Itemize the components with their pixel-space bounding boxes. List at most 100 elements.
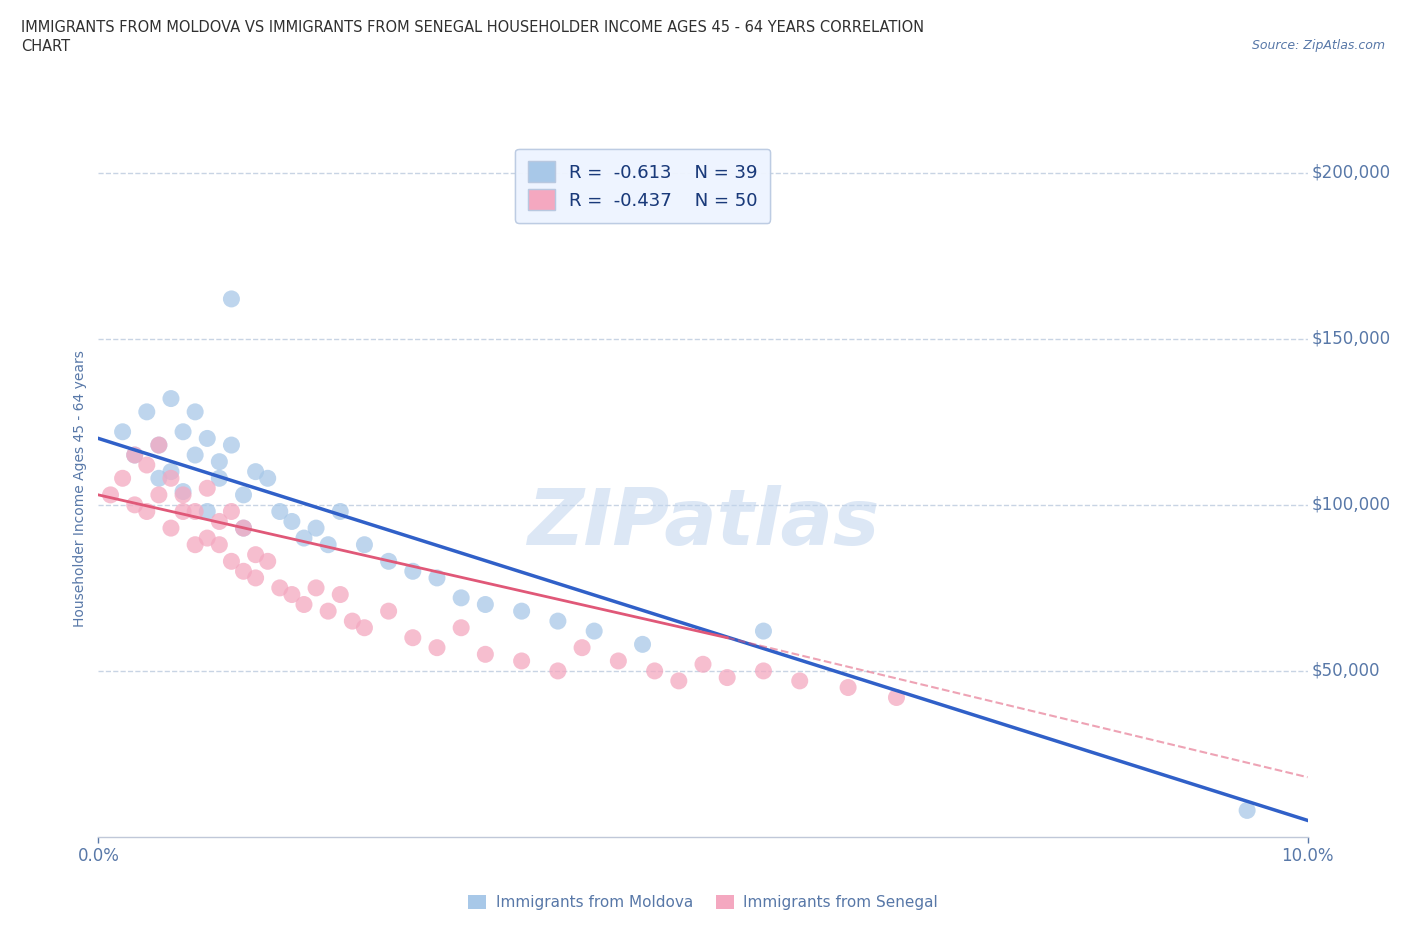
Point	[195, 504, 218, 519]
Point	[135, 504, 157, 519]
Point	[232, 521, 254, 536]
Point	[607, 654, 630, 669]
Point	[111, 424, 134, 439]
Point	[281, 514, 304, 529]
Text: $200,000: $200,000	[1312, 164, 1391, 181]
Point	[232, 487, 254, 502]
Point	[135, 458, 157, 472]
Point	[195, 431, 218, 445]
Point	[208, 471, 231, 485]
Point	[172, 485, 194, 499]
Point	[353, 620, 375, 635]
Point	[184, 538, 207, 552]
Point	[752, 663, 775, 678]
Point	[547, 614, 569, 629]
Point	[269, 504, 291, 519]
Point	[510, 604, 533, 618]
Point	[329, 587, 352, 602]
Point	[184, 504, 207, 519]
Point	[160, 521, 183, 536]
Point	[100, 487, 122, 502]
Y-axis label: Householder Income Ages 45 - 64 years: Householder Income Ages 45 - 64 years	[73, 350, 87, 627]
Point	[547, 663, 569, 678]
Point	[148, 471, 170, 485]
Point	[208, 514, 231, 529]
Point	[716, 671, 738, 685]
Point	[583, 624, 606, 639]
Point	[160, 471, 183, 485]
Point	[668, 673, 690, 688]
Point	[135, 405, 157, 419]
Point	[208, 454, 231, 469]
Point	[172, 487, 194, 502]
Point	[426, 570, 449, 585]
Point	[837, 680, 859, 695]
Point	[195, 481, 218, 496]
Point	[316, 604, 339, 618]
Point	[124, 447, 146, 462]
Point	[245, 464, 267, 479]
Text: $150,000: $150,000	[1312, 330, 1391, 348]
Point	[353, 538, 375, 552]
Point	[124, 498, 146, 512]
Point	[377, 554, 399, 569]
Point	[631, 637, 654, 652]
Point	[111, 471, 134, 485]
Text: $50,000: $50,000	[1312, 662, 1379, 680]
Point	[245, 547, 267, 562]
Point	[245, 570, 267, 585]
Point	[752, 624, 775, 639]
Point	[221, 504, 243, 519]
Point	[644, 663, 666, 678]
Text: $100,000: $100,000	[1312, 496, 1391, 514]
Point	[281, 587, 304, 602]
Point	[256, 471, 278, 485]
Point	[292, 531, 315, 546]
Point	[305, 521, 328, 536]
Point	[221, 554, 243, 569]
Point	[148, 487, 170, 502]
Point	[571, 640, 593, 655]
Point	[474, 647, 496, 662]
Point	[450, 620, 472, 635]
Point	[474, 597, 496, 612]
Point	[172, 424, 194, 439]
Point	[342, 614, 364, 629]
Point	[329, 504, 352, 519]
Point	[789, 673, 811, 688]
Point	[124, 447, 146, 462]
Point	[221, 438, 243, 453]
Text: Source: ZipAtlas.com: Source: ZipAtlas.com	[1251, 39, 1385, 52]
Point	[292, 597, 315, 612]
Point	[221, 291, 243, 306]
Point	[269, 580, 291, 595]
Point	[148, 438, 170, 453]
Point	[316, 538, 339, 552]
Point	[402, 564, 425, 578]
Point	[172, 504, 194, 519]
Point	[256, 554, 278, 569]
Text: ZIPatlas: ZIPatlas	[527, 485, 879, 561]
Point	[1236, 803, 1258, 817]
Text: CHART: CHART	[21, 39, 70, 54]
Point	[232, 521, 254, 536]
Point	[148, 438, 170, 453]
Point	[402, 631, 425, 645]
Legend: R =  -0.613    N = 39, R =  -0.437    N = 50: R = -0.613 N = 39, R = -0.437 N = 50	[515, 149, 770, 223]
Point	[886, 690, 908, 705]
Point	[692, 657, 714, 671]
Point	[450, 591, 472, 605]
Legend: Immigrants from Moldova, Immigrants from Senegal: Immigrants from Moldova, Immigrants from…	[460, 887, 946, 918]
Point	[160, 464, 183, 479]
Point	[195, 531, 218, 546]
Point	[208, 538, 231, 552]
Point	[184, 405, 207, 419]
Text: IMMIGRANTS FROM MOLDOVA VS IMMIGRANTS FROM SENEGAL HOUSEHOLDER INCOME AGES 45 - : IMMIGRANTS FROM MOLDOVA VS IMMIGRANTS FR…	[21, 20, 924, 35]
Point	[184, 447, 207, 462]
Point	[510, 654, 533, 669]
Point	[232, 564, 254, 578]
Point	[160, 392, 183, 406]
Point	[426, 640, 449, 655]
Point	[377, 604, 399, 618]
Point	[305, 580, 328, 595]
